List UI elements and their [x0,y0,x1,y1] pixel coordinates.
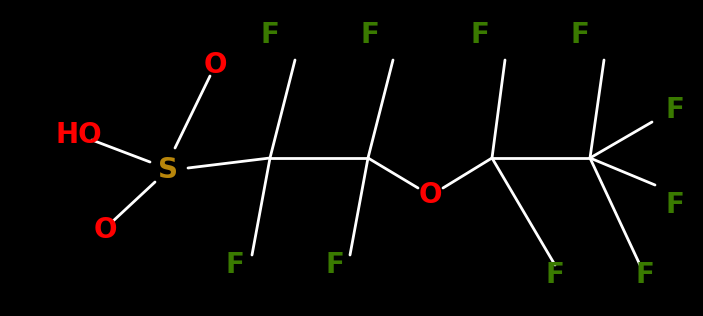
Text: F: F [665,96,684,124]
Text: F: F [546,261,565,289]
Text: F: F [361,21,380,49]
Text: F: F [665,191,684,219]
Text: F: F [470,21,489,49]
Text: F: F [261,21,279,49]
Text: HO: HO [55,121,102,149]
Text: F: F [325,251,344,279]
Text: O: O [203,51,227,79]
Text: O: O [93,216,117,244]
Text: O: O [418,181,441,209]
Text: F: F [571,21,589,49]
Text: F: F [226,251,245,279]
Text: F: F [636,261,654,289]
Text: S: S [158,156,178,184]
